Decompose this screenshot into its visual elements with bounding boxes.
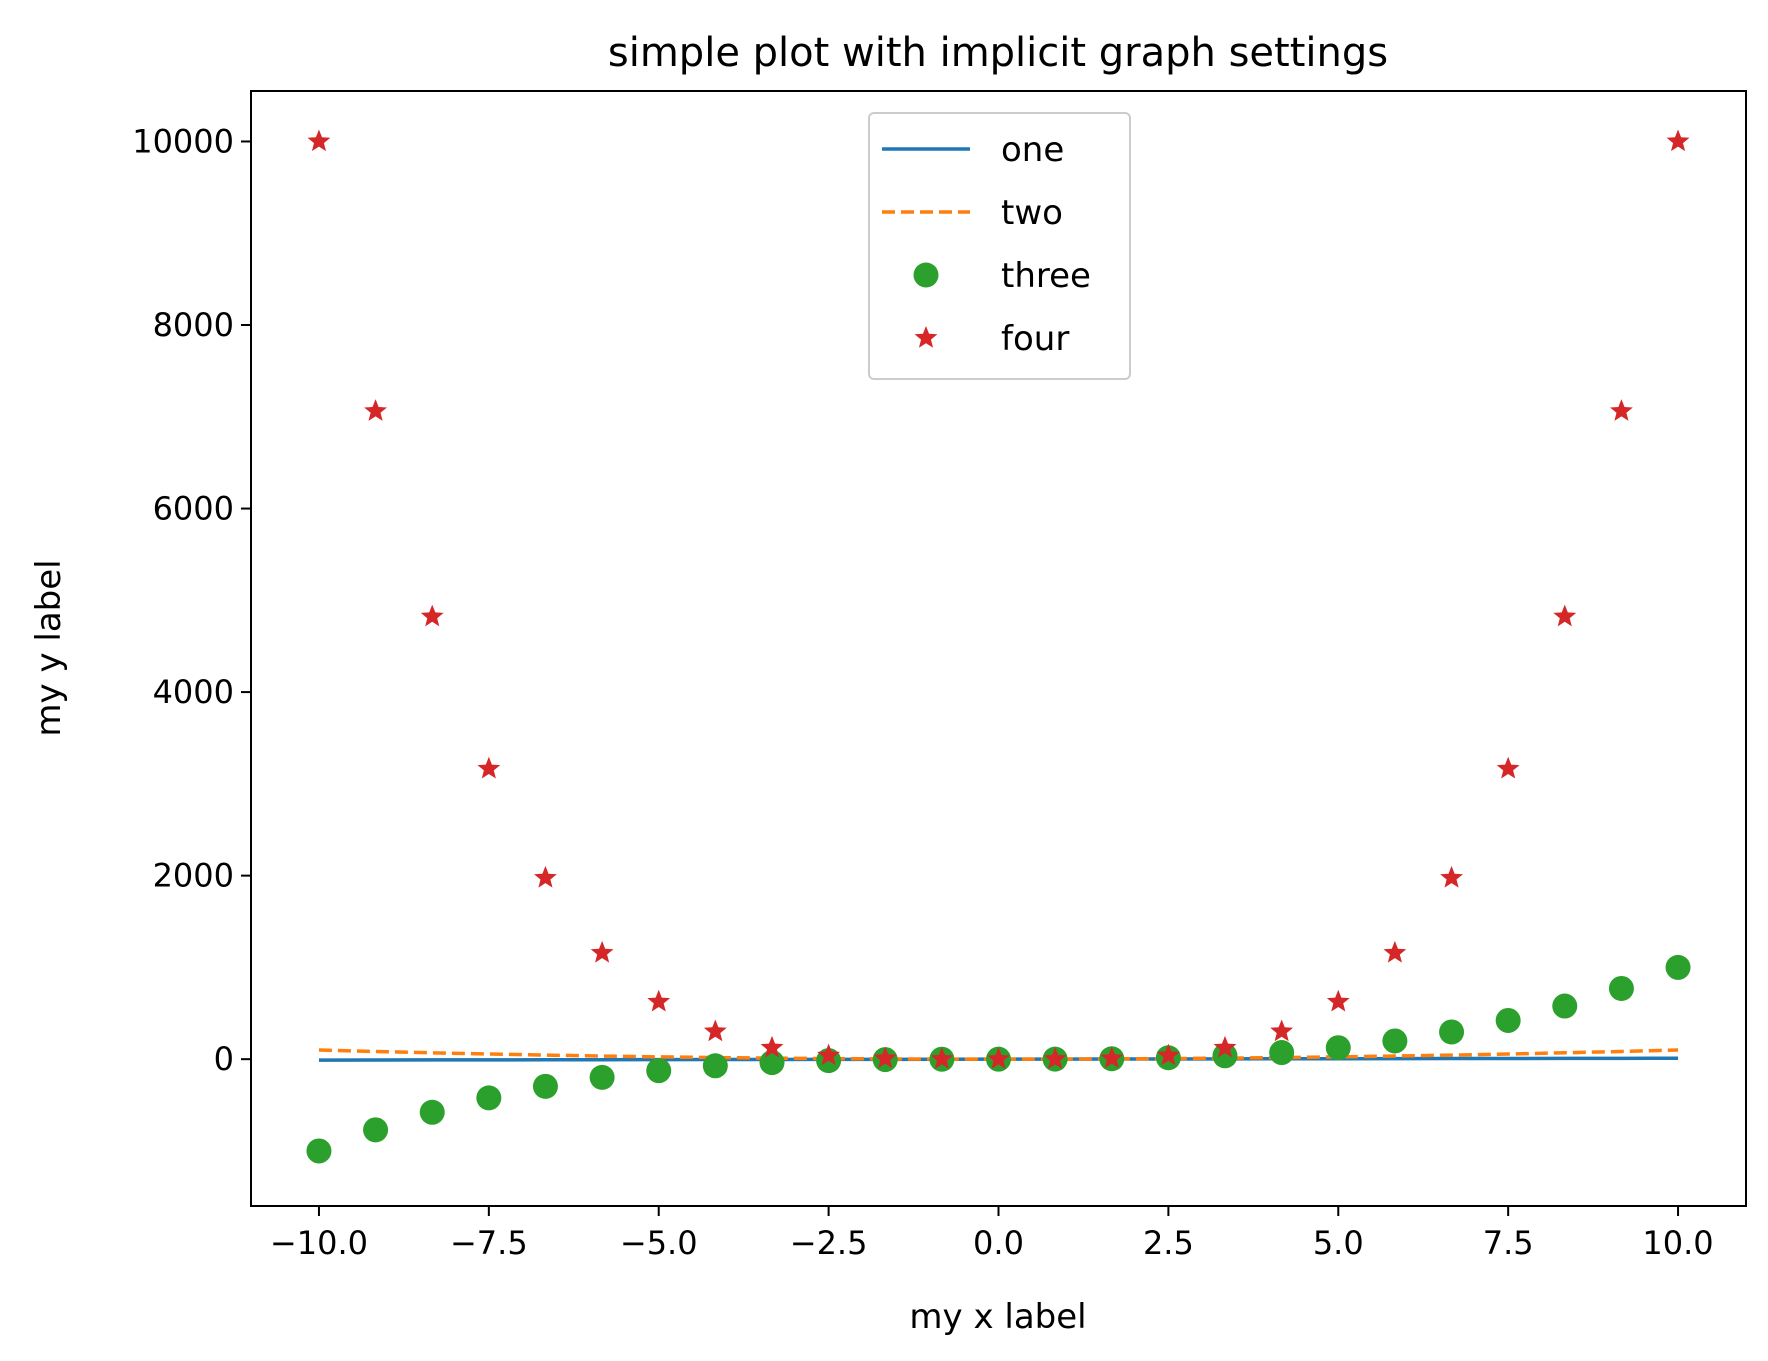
data-point-three — [1325, 1035, 1351, 1061]
x-tick-label: 10.0 — [1642, 1224, 1713, 1262]
x-tick-label: −2.5 — [790, 1224, 868, 1262]
data-point-four — [1383, 940, 1407, 963]
legend: one two three four — [868, 112, 1131, 380]
data-point-four — [760, 1035, 784, 1058]
data-point-three — [1382, 1028, 1408, 1054]
data-point-three — [419, 1099, 445, 1125]
data-point-four — [1610, 399, 1633, 421]
data-point-four — [1326, 989, 1350, 1012]
data-point-three — [532, 1073, 558, 1099]
y-axis: 0 2000 4000 6000 8000 10000 — [132, 122, 251, 1078]
y-tick-label: 0 — [214, 1040, 234, 1078]
legend-label: two — [1001, 193, 1063, 233]
data-point-four — [590, 940, 614, 963]
legend-item-four: four — [914, 319, 1069, 359]
data-point-four — [987, 1047, 1010, 1069]
x-tick-label: 0.0 — [973, 1224, 1024, 1262]
series-four — [307, 129, 1690, 1069]
data-point-four — [420, 604, 444, 627]
data-point-three — [1608, 975, 1634, 1001]
data-point-four — [647, 989, 671, 1012]
data-point-four — [1213, 1035, 1237, 1058]
legend-item-one: one — [882, 130, 1064, 170]
data-point-four — [1043, 1047, 1067, 1069]
x-axis-label: my x label — [909, 1297, 1086, 1337]
y-tick-label: 8000 — [153, 306, 234, 344]
series-layer — [306, 129, 1691, 1164]
data-point-four — [1666, 129, 1690, 152]
x-tick-label: 7.5 — [1483, 1224, 1534, 1262]
y-tick-label: 6000 — [153, 490, 234, 528]
data-point-four — [1270, 1019, 1294, 1042]
x-tick-label: 2.5 — [1143, 1224, 1194, 1262]
data-point-three — [759, 1050, 785, 1076]
x-tick-label: −10.0 — [270, 1224, 368, 1262]
data-point-four — [477, 756, 501, 779]
legend-label: three — [1001, 256, 1091, 296]
data-point-three — [1665, 954, 1691, 980]
legend-label: four — [1001, 319, 1069, 359]
data-point-four — [873, 1046, 897, 1069]
y-tick-label: 4000 — [153, 673, 234, 711]
x-tick-label: −7.5 — [450, 1224, 528, 1262]
data-point-three — [646, 1058, 672, 1084]
series-two — [318, 1048, 1679, 1061]
data-point-four — [364, 399, 387, 421]
y-tick-label: 10000 — [132, 122, 234, 160]
data-point-four — [703, 1019, 727, 1042]
legend-swatch-star — [914, 326, 938, 348]
data-point-three — [702, 1053, 728, 1079]
legend-label: one — [1001, 130, 1064, 170]
data-point-four — [1100, 1046, 1124, 1069]
legend-box — [868, 112, 1131, 380]
data-point-three — [1212, 1043, 1238, 1069]
legend-entries: one two three four — [882, 130, 1091, 359]
data-point-three — [306, 1138, 332, 1164]
plot-area — [306, 129, 1691, 1164]
data-point-four — [930, 1047, 954, 1069]
x-tick-label: 5.0 — [1313, 1224, 1364, 1262]
data-point-four — [307, 129, 331, 152]
data-point-four — [1156, 1043, 1180, 1066]
data-point-three — [476, 1085, 502, 1111]
x-tick-label: −5.0 — [620, 1224, 698, 1262]
series-line-two — [318, 1048, 1679, 1061]
data-point-three — [1495, 1007, 1521, 1033]
chart-title: simple plot with implicit graph settings — [608, 30, 1388, 76]
data-point-four — [817, 1043, 841, 1066]
data-point-four — [1440, 865, 1463, 888]
data-point-three — [363, 1117, 389, 1143]
legend-swatch-circle — [913, 262, 939, 288]
data-point-three — [1269, 1040, 1295, 1066]
x-axis: −10.0 −7.5 −5.0 −2.5 0.0 2.5 5.0 7.5 10.0 — [270, 1206, 1714, 1262]
y-tick-label: 2000 — [153, 857, 234, 895]
data-point-four — [1553, 604, 1577, 627]
legend-item-two: two — [882, 193, 1063, 233]
data-point-three — [589, 1064, 615, 1090]
data-point-three — [1552, 993, 1578, 1019]
legend-item-three: three — [913, 256, 1091, 296]
y-axis-label: my y label — [29, 559, 69, 736]
data-point-four — [1496, 756, 1520, 779]
data-point-three — [1439, 1019, 1465, 1045]
data-point-four — [534, 865, 557, 888]
